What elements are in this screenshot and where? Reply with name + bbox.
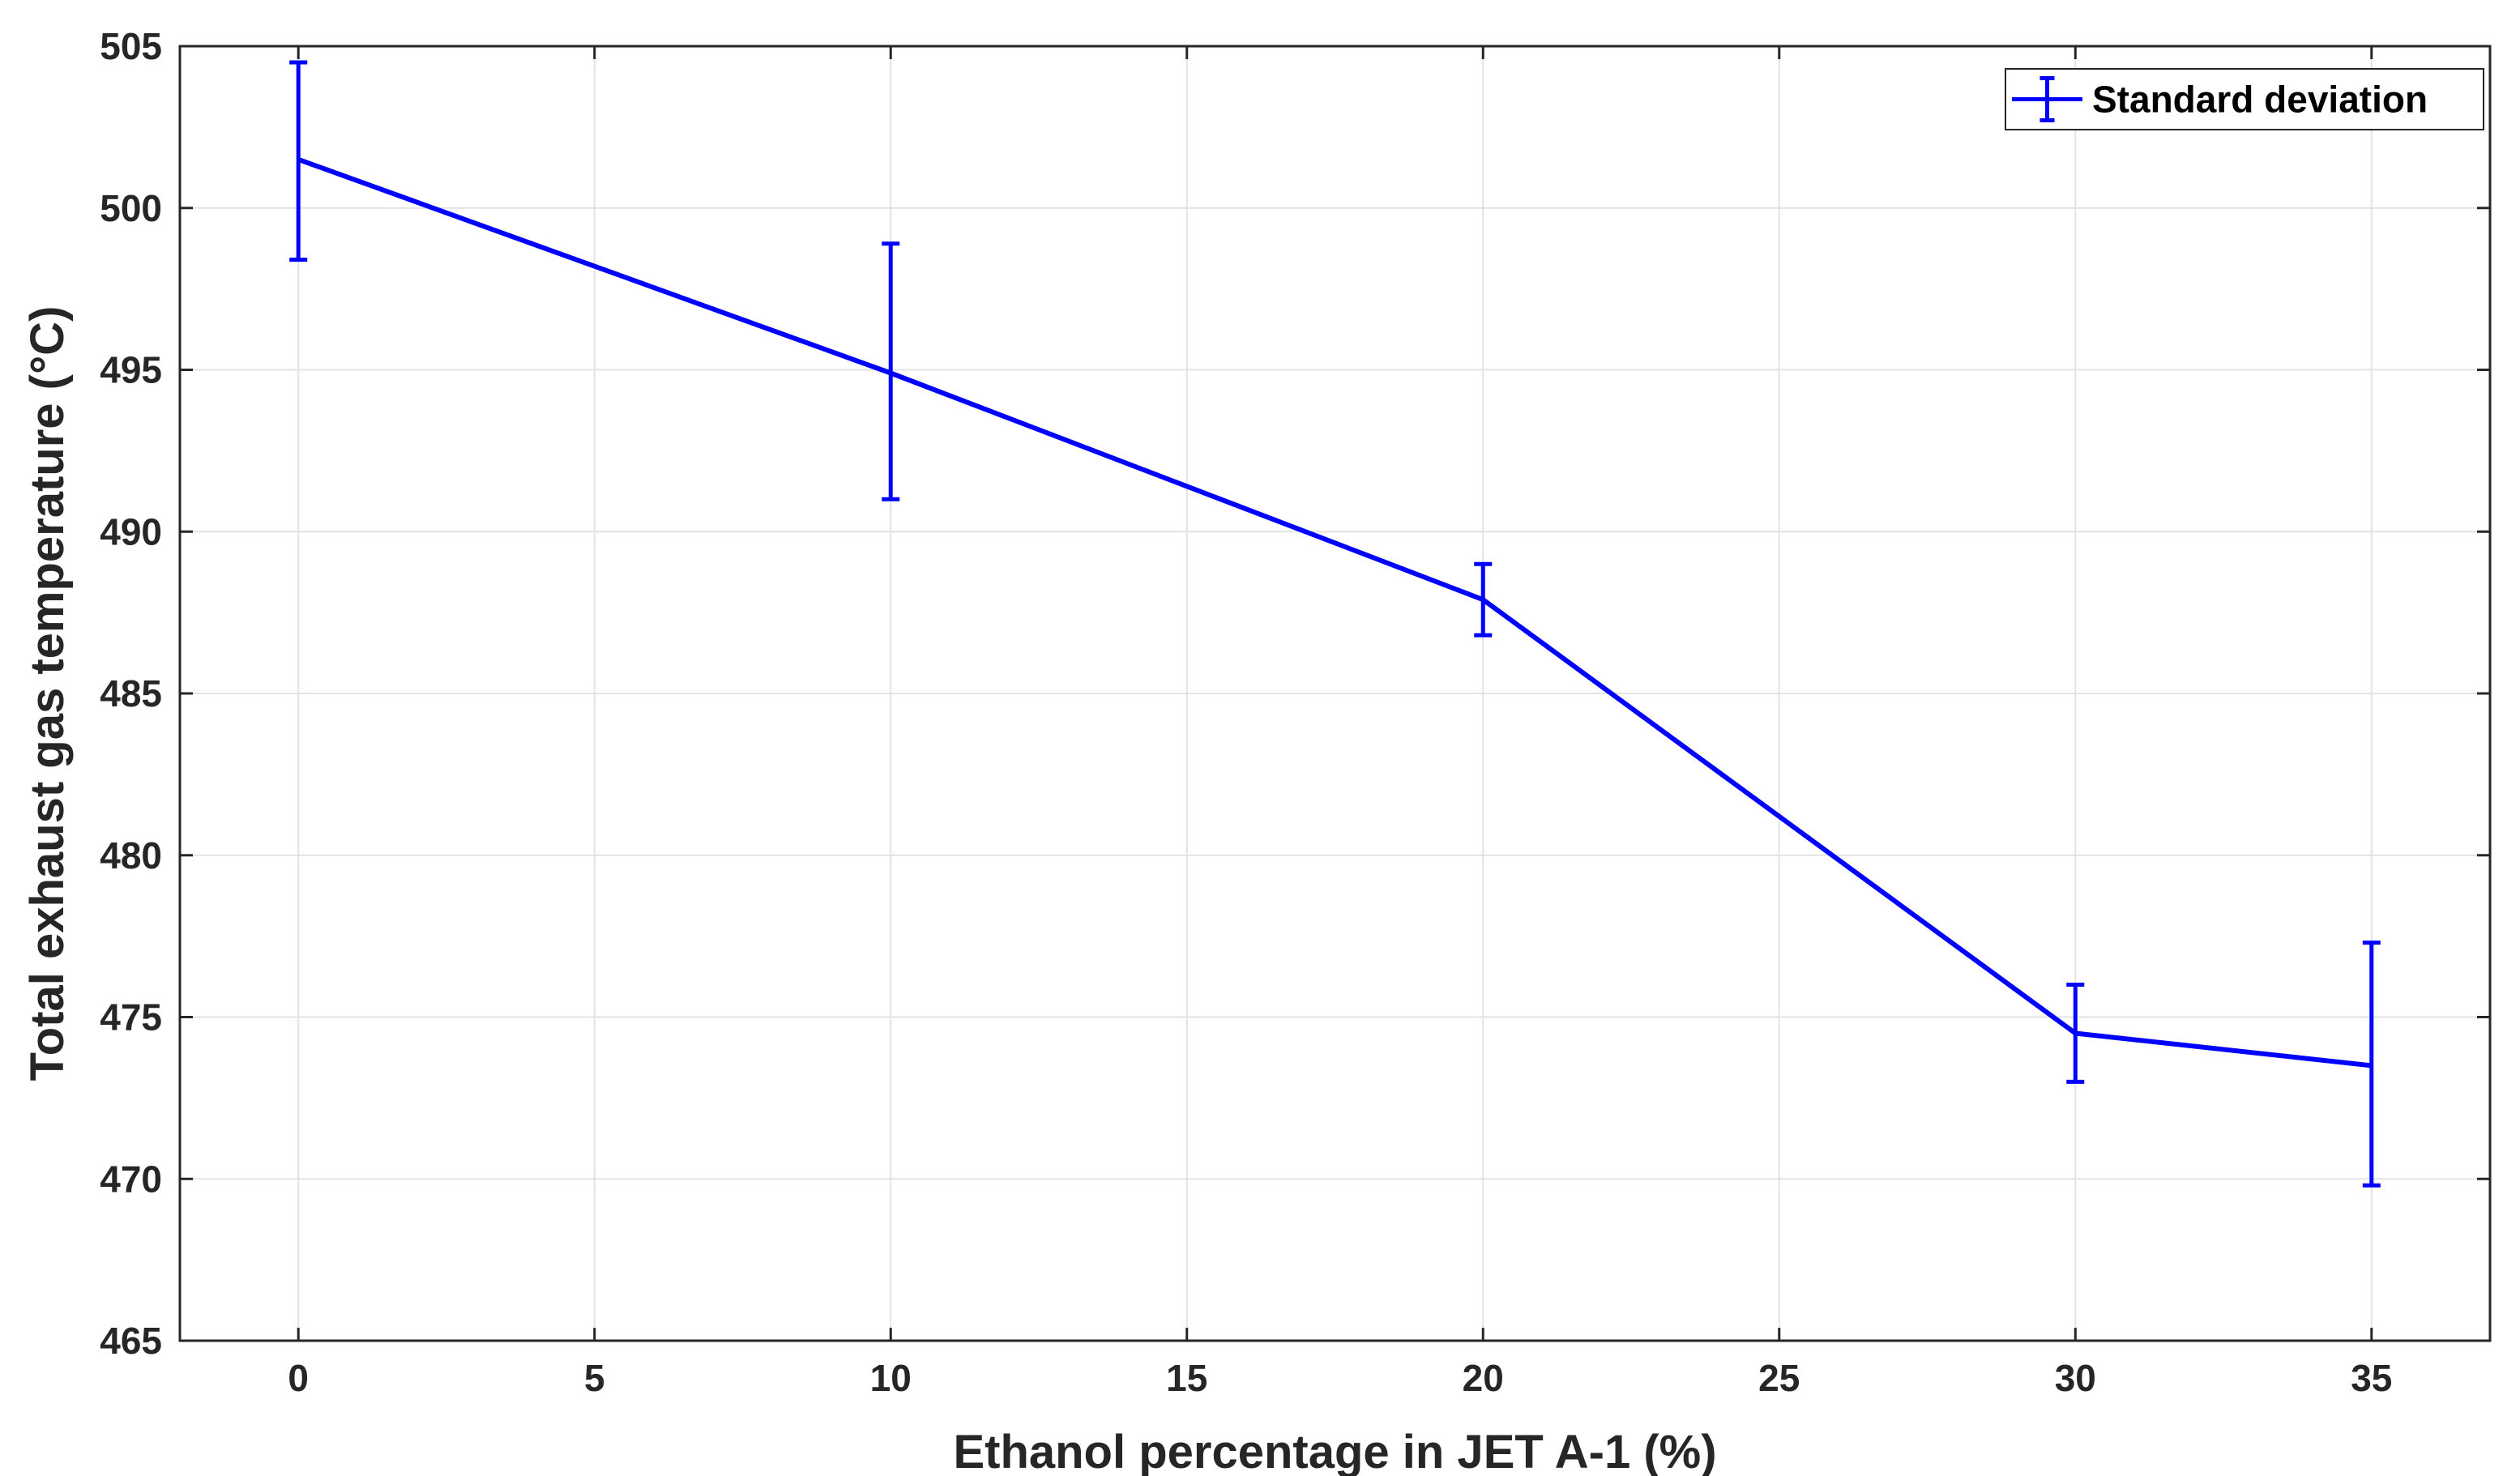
x-axis-tick-labels: 0 5 10 15 20 25 30 35 [288, 1357, 2392, 1399]
x-tick-label: 35 [2351, 1357, 2392, 1399]
plot-area-border [178, 45, 2492, 1342]
x-axis-label: Ethanol percentage in JET A-1 (%) [953, 1426, 1716, 1476]
y-tick-label: 485 [100, 672, 162, 715]
legend-entry-label: Standard deviation [2092, 79, 2428, 121]
x-tick-label: 0 [288, 1357, 309, 1399]
y-tick-label: 495 [100, 349, 162, 391]
x-tick-label: 5 [584, 1357, 605, 1399]
legend-box [2005, 68, 2484, 130]
y-tick-label: 465 [100, 1320, 162, 1362]
x-tick-label: 30 [2055, 1357, 2096, 1399]
x-tick-label: 25 [1758, 1357, 1800, 1399]
y-tick-label: 480 [100, 834, 162, 877]
x-tick-label: 20 [1463, 1357, 1504, 1399]
data-series [289, 60, 2381, 1188]
legend: Standard deviation [2005, 68, 2484, 130]
y-axis-label: Total exhaust gas temperature (°C) [21, 306, 74, 1081]
y-tick-label: 490 [100, 510, 162, 552]
x-tick-label: 10 [870, 1357, 912, 1399]
legend-errorbar-icon [2012, 76, 2082, 122]
x-tick-label: 15 [1166, 1357, 1207, 1399]
y-tick-label: 475 [100, 996, 162, 1039]
y-tick-label: 470 [100, 1158, 162, 1200]
y-axis-tick-labels: 465 470 475 480 485 490 495 500 505 [100, 25, 162, 1362]
y-tick-label: 500 [100, 187, 162, 229]
y-tick-label: 505 [100, 25, 162, 67]
